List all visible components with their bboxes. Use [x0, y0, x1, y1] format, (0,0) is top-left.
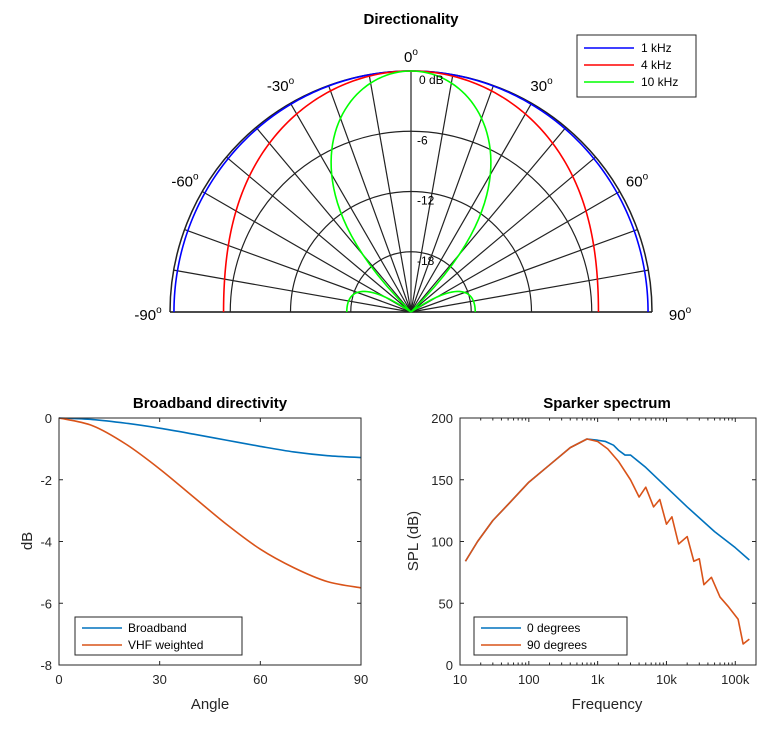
sp-legend-label: 90 degrees — [527, 638, 587, 652]
polar-radial-label: -12 — [417, 194, 435, 208]
sp-ytick-label: 150 — [431, 473, 453, 488]
sp-series-line-0 — [464, 438, 750, 562]
polar-angle-label: -30o — [267, 76, 295, 95]
polar-legend: 1 kHz 4 kHz 10 kHz — [576, 34, 697, 98]
sp-xtick-label: 1k — [591, 672, 605, 687]
broadband-title: Broadband directivity — [133, 395, 288, 412]
polar-angle-label: -90o — [134, 305, 162, 324]
broadband-ylabel: dB — [19, 532, 36, 550]
polar-ring — [289, 190, 533, 313]
spectrum-title: Sparker spectrum — [543, 395, 671, 412]
spectrum-chart: Sparker spectrum 10 100 1k 10k 100k 0 50 100 150… — [405, 395, 757, 713]
broadband-ticks: 0 30 60 90 0 -2 -4 -6 -8 — [40, 411, 368, 687]
polar-legend-label: 10 kHz — [641, 75, 678, 89]
bb-ytick-label: 0 — [45, 411, 52, 426]
polar-angle-label: 0o — [404, 47, 418, 66]
sp-ytick-label: 200 — [431, 411, 453, 426]
bb-series-line-0 — [58, 417, 362, 459]
sp-series-line-1 — [464, 438, 750, 645]
broadband-series — [58, 417, 362, 589]
sp-xtick-label: 10 — [453, 672, 467, 687]
spectrum-axes-box — [459, 417, 757, 666]
broadband-axes-box — [58, 417, 362, 666]
polar-series — [173, 70, 649, 313]
bb-xtick-label: 30 — [152, 672, 166, 687]
polar-series-line-2 — [330, 70, 492, 313]
bb-ytick-label: -6 — [40, 596, 52, 611]
polar-angle-labels: -90o -60o -30o 0o 30o 60o 90o — [134, 47, 691, 324]
polar-legend-label: 1 kHz — [641, 41, 672, 55]
sp-ytick-label: 100 — [431, 535, 453, 550]
polar-radial-label: -6 — [417, 133, 428, 147]
bb-ytick-label: -4 — [40, 535, 52, 550]
polar-grid — [169, 70, 653, 313]
sp-xtick-label: 100 — [518, 672, 540, 687]
polar-ring — [350, 251, 472, 313]
spectrum-ylabel: SPL (dB) — [405, 511, 422, 571]
polar-angle-label: 90o — [669, 305, 692, 324]
spectrum-series — [464, 438, 750, 645]
sp-xtick-label: 10k — [656, 672, 677, 687]
broadband-chart: Broadband directivity 0 30 60 90 0 -2 -4 -6 -8 A… — [19, 395, 368, 713]
polar-legend-label: 4 kHz — [641, 58, 672, 72]
bb-legend-box — [74, 616, 243, 656]
bb-xtick-label: 60 — [253, 672, 267, 687]
bb-legend-label: VHF weighted — [128, 638, 203, 652]
bb-xtick-label: 0 — [55, 672, 62, 687]
polar-angle-label: 30o — [530, 76, 553, 95]
sp-legend-box — [473, 616, 628, 656]
polar-radial-label: -18 — [417, 254, 435, 268]
polar-angle-label: -60o — [171, 172, 199, 191]
sp-ytick-label: 0 — [446, 658, 453, 673]
bb-series-line-1 — [58, 417, 362, 589]
bb-xtick-label: 90 — [354, 672, 368, 687]
polar-legend-box — [576, 34, 697, 98]
sp-xtick-label: 100k — [721, 672, 750, 687]
polar-ring — [229, 130, 593, 313]
spectrum-legend: 0 degrees 90 degrees — [473, 616, 628, 656]
bb-ytick-label: -2 — [40, 473, 52, 488]
polar-radial-label: 0 dB — [419, 73, 444, 87]
spectrum-xlabel: Frequency — [572, 696, 643, 713]
bb-legend-label: Broadband — [128, 621, 187, 635]
polar-radial-labels: 0 dB -6 -12 -18 — [417, 73, 444, 268]
broadband-legend: Broadband VHF weighted — [74, 616, 243, 656]
polar-title: Directionality — [363, 11, 459, 28]
sp-legend-label: 0 degrees — [527, 621, 580, 635]
polar-angle-label: 60o — [626, 172, 649, 191]
sp-ytick-label: 50 — [439, 596, 453, 611]
polar-chart: Directionality 0 dB -6 -12 -18 -90o -60o -30o… — [134, 11, 697, 324]
bb-ytick-label: -8 — [40, 658, 52, 673]
broadband-xlabel: Angle — [191, 696, 229, 713]
